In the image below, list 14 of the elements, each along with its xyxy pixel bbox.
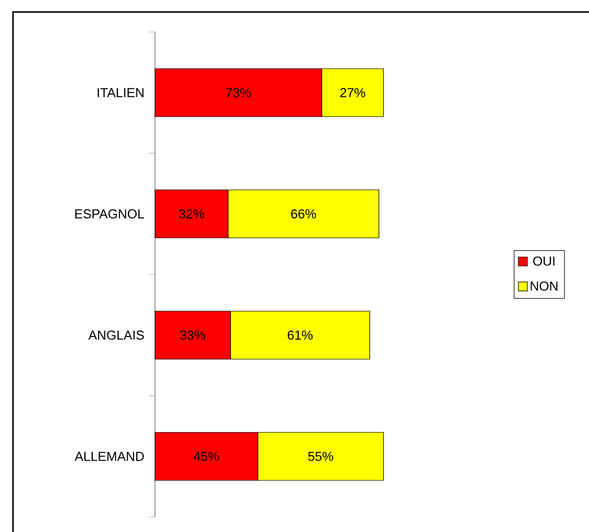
data-label: 73%: [226, 88, 251, 98]
data-label: 61%: [288, 330, 313, 340]
data-label: 66%: [291, 209, 316, 218]
y-tick-label: ANGLAIS: [88, 330, 144, 340]
y-tick-label: ESPAGNOL: [75, 209, 144, 218]
data-label: 32%: [179, 209, 204, 218]
legend-label: OUI: [533, 256, 554, 266]
y-tick-label: ALLEMAND: [74, 452, 144, 461]
legend-label: NON: [530, 281, 558, 291]
data-label: 27%: [340, 88, 366, 98]
y-tick-label: ITALIEN: [98, 88, 144, 98]
data-label: 45%: [194, 452, 219, 461]
data-label: 55%: [308, 452, 334, 461]
data-label: 33%: [180, 330, 206, 340]
